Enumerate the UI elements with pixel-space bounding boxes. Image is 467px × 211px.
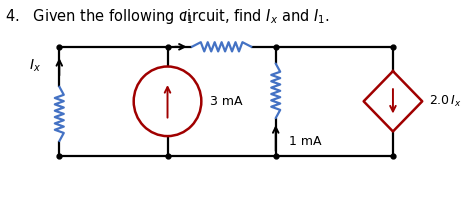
Text: 3 mA: 3 mA bbox=[210, 95, 243, 108]
Text: $I_x$: $I_x$ bbox=[28, 57, 41, 74]
Text: 1 mA: 1 mA bbox=[289, 135, 322, 148]
Text: $2.0\,I_x$: $2.0\,I_x$ bbox=[429, 94, 462, 109]
Text: $I_1$: $I_1$ bbox=[182, 9, 193, 26]
Text: 4.   Given the following circuit, find $I_x$ and $I_1$.: 4. Given the following circuit, find $I_… bbox=[5, 7, 330, 26]
